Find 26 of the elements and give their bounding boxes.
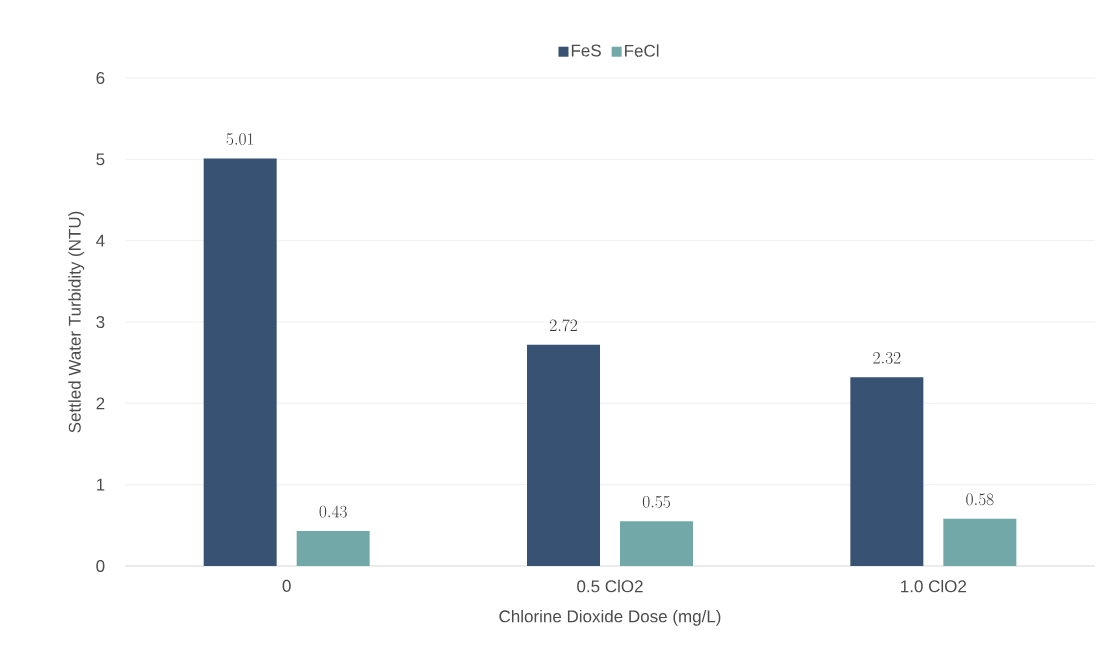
bar: [943, 518, 1017, 566]
y-tick-label: 0: [96, 559, 105, 573]
data-label: 2.72: [549, 319, 578, 332]
x-tick-label: 1.0 ClO2: [901, 579, 967, 593]
data-label: 2.32: [873, 352, 901, 364]
data-label: 0.55: [642, 495, 671, 508]
bar: [527, 344, 601, 566]
data-label: 0.43: [319, 505, 347, 518]
bar: [620, 521, 694, 566]
legend-label: FeCl: [625, 44, 659, 57]
y-tick-label: 4: [96, 234, 105, 247]
y-axis-title: Settled Water Turbidity (NTU): [68, 211, 85, 433]
y-tick-label: 6: [96, 71, 105, 85]
data-label: 0.58: [966, 493, 994, 506]
legend-label: FeS: [571, 44, 601, 57]
y-tick-label: 2: [96, 397, 105, 410]
bar: [203, 158, 277, 566]
y-tick-label: 5: [96, 153, 105, 166]
x-axis-title: Chlorine Dioxide Dose (mg/L): [499, 609, 721, 626]
y-tick-label: 1: [96, 478, 105, 491]
x-tick-label: 0.5 ClO2: [577, 579, 643, 593]
x-tick-label: 0: [282, 579, 291, 592]
y-tick-label: 3: [96, 315, 105, 329]
bar: [296, 531, 370, 566]
data-label: 5.01: [226, 133, 254, 145]
bar: [850, 377, 924, 566]
